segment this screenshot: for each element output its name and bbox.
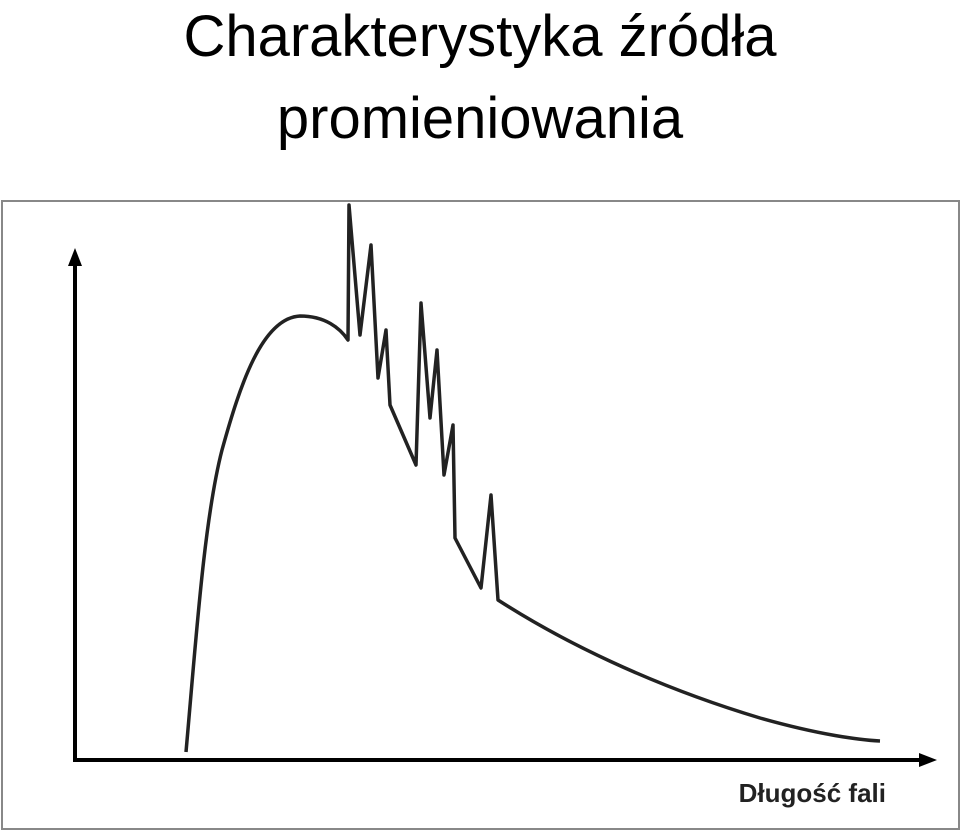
x-axis-label: Długość fali	[739, 778, 886, 808]
x-axis-arrow	[919, 753, 937, 767]
spectrum-curve	[184, 203, 881, 753]
slide-title: Charakterystyka źródła promieniowania	[183, 4, 777, 151]
y-axis-arrow	[68, 248, 82, 266]
frame	[1, 200, 960, 830]
